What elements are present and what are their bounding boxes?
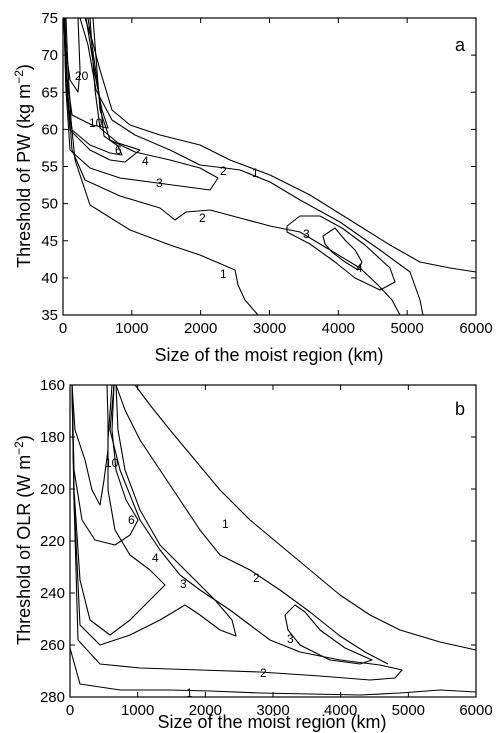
panel-b-label-3-left: 3: [180, 577, 187, 591]
panel-b-y-tick-label: 280: [40, 689, 65, 706]
panel-a-x-tick-label: 6000: [459, 320, 492, 337]
panel-b-x-tick-label: 0: [66, 702, 74, 719]
panel-a-label-4-right: 4: [356, 261, 363, 275]
panel-a-contour-1-upper: [84, 17, 477, 273]
panel-b-y-tick-label: 200: [40, 481, 65, 498]
panel-b-label-6: 6: [128, 513, 135, 527]
panel-b-x-axis-title: Size of the moist region (km): [157, 712, 386, 732]
panel-b-contour-6: [71, 384, 139, 546]
panel-b-y-tick-label: 220: [40, 533, 65, 550]
panel-b-y-tick-label: 240: [40, 585, 65, 602]
panel-a-contour-3-left: [63, 17, 219, 191]
panel-a-x-tick-label: 0: [59, 320, 67, 337]
panel-a-label-6: 6: [115, 143, 122, 157]
panel-a-y-tick-label: 35: [41, 307, 58, 324]
panel-b-contour-3-right: [284, 604, 373, 665]
panel-b: b 0 1000 2000 3000 4000 5000 6000 160180200220…: [12, 377, 493, 732]
panel-a-contour-10: [63, 17, 109, 129]
panel-a-label-3-right: 3: [303, 227, 310, 241]
panel-a-x-tick-label: 1000: [115, 320, 148, 337]
panel-a-label-1-upper: 1: [252, 166, 259, 180]
panel-b-contour-1-lower: [69, 647, 477, 696]
panel-a-letter: a: [455, 35, 466, 55]
panel-a-contour-20: [63, 17, 81, 93]
panel-a-y-tick-label: 55: [41, 159, 58, 176]
panel-a-contour-4-left: [63, 17, 141, 163]
panel-b-letter: b: [455, 399, 465, 419]
panel-a-contour-4-right: [322, 227, 363, 271]
panel-b-y-tick-label: 260: [40, 637, 65, 654]
panel-b-label-1-lower: 1: [186, 686, 193, 700]
panel-b-y-ticks: 160 180 200 220 240 260 280: [40, 377, 476, 706]
panel-a-y-axis-title: Threshold of PW (kg m−2): [12, 64, 34, 268]
panel-b-label-2-lower: 2: [260, 666, 267, 680]
panel-b-y-tick-label: 180: [40, 429, 65, 446]
panel-a-y-tick-label: 70: [41, 47, 58, 64]
panel-b-label-10: 10: [105, 456, 119, 470]
panel-b-contour-1-upper: [134, 384, 477, 651]
panel-a-y-tick-label: 60: [41, 121, 58, 138]
panel-a: a 0 1000 2000 3000 4000 5000 6000 35 40 45 50 55 60…: [12, 10, 493, 365]
panel-a-contours: [63, 17, 477, 316]
panel-b-x-tick-label: 6000: [459, 702, 492, 719]
panel-b-contour-labels: 10 6 4 3 1 2 3 2 1: [105, 456, 294, 700]
panel-a-label-3-left: 3: [156, 176, 163, 190]
panel-a-contour-2-lower: [64, 17, 401, 316]
panel-a-label-20: 20: [75, 69, 89, 83]
panel-b-contour-3-left: [71, 384, 237, 646]
panel-a-y-ticks: 35 40 45 50 55 60 65 70 75: [41, 10, 476, 324]
panel-a-y-tick-label: 65: [41, 84, 58, 101]
panel-b-contours: [69, 384, 477, 696]
panel-b-y-axis-title: Threshold of OLR (W m−2): [12, 435, 34, 645]
panel-b-x-tick-label: 4000: [324, 702, 357, 719]
panel-a-label-2-lower: 2: [199, 211, 206, 225]
panel-b-x-tick-label: 3000: [256, 702, 289, 719]
panel-b-contour-2-upper: [115, 384, 389, 665]
panel-a-y-tick-label: 45: [41, 233, 58, 250]
panel-b-label-4: 4: [152, 551, 159, 565]
panel-a-x-tick-label: 5000: [390, 320, 423, 337]
panel-a-label-1-lower: 1: [220, 267, 227, 281]
panel-b-y-tick-label: 160: [40, 377, 65, 394]
panel-b-frame: [69, 384, 477, 698]
panel-a-label-2-upper: 2: [220, 164, 227, 178]
panel-a-frame: [62, 17, 477, 316]
panel-a-y-tick-label: 75: [41, 10, 58, 27]
panel-a-x-tick-label: 3000: [253, 320, 286, 337]
panel-a-y-tick-label: 40: [41, 270, 58, 287]
panel-b-label-3-right: 3: [287, 632, 294, 646]
panel-a-contour-1-lower: [65, 17, 259, 316]
panel-b-label-1-upper: 1: [222, 517, 229, 531]
panel-a-contour-2-upper: [79, 17, 424, 316]
panel-a-x-tick-label: 2000: [184, 320, 217, 337]
panel-a-contour-3-right: [286, 215, 396, 291]
panel-b-x-tick-label: 5000: [392, 702, 425, 719]
panel-b-label-2-upper: 2: [253, 571, 260, 585]
panel-a-x-tick-label: 4000: [322, 320, 355, 337]
panel-b-x-tick-label: 1000: [121, 702, 154, 719]
panel-a-x-ticks: 0 1000 2000 3000 4000 5000 6000: [59, 18, 493, 337]
panel-b-x-tick-label: 2000: [189, 702, 222, 719]
panel-a-label-4: 4: [142, 154, 149, 168]
panel-a-label-10: 10: [89, 116, 103, 130]
panel-b-contour-2-lower: [71, 384, 403, 681]
panel-a-x-axis-title: Size of the moist region (km): [154, 345, 383, 365]
panel-a-contour-6: [63, 17, 123, 156]
panel-a-contour-labels: 20 10 6 4 3 2 1 2 3 4 1: [75, 69, 363, 281]
panel-b-contour-4: [71, 384, 166, 636]
panel-b-contour-10: [71, 384, 109, 506]
panel-a-y-tick-label: 50: [41, 196, 58, 213]
panel-b-x-ticks: 0 1000 2000 3000 4000 5000 6000: [66, 385, 493, 719]
